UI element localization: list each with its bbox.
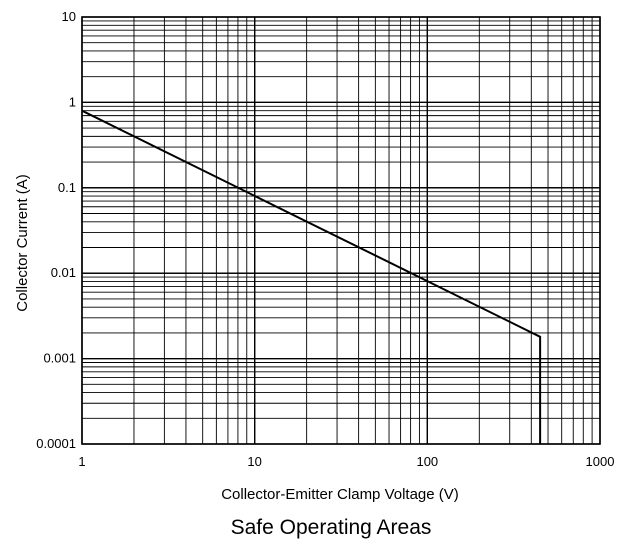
x-tick-label: 10 [247, 454, 261, 469]
x-tick-label: 100 [416, 454, 438, 469]
x-tick-labels: 1 10 100 1000 [78, 454, 614, 469]
grid-lines [81, 16, 601, 445]
y-tick-label: 0.001 [43, 351, 76, 366]
chart-title: Safe Operating Areas [231, 516, 432, 539]
y-tick-label: 1 [69, 94, 76, 109]
y-tick-label: 0.0001 [36, 436, 76, 451]
y-tick-label: 0.01 [51, 265, 76, 280]
y-tick-label: 10 [62, 9, 76, 24]
soa-boundary-line [81, 109, 542, 444]
x-axis-label: Collector-Emitter Clamp Voltage (V) [221, 486, 459, 503]
y-tick-label: 0.1 [58, 180, 76, 195]
series-group [81, 109, 542, 444]
y-axis-label: Collector Current (A) [14, 174, 31, 312]
x-tick-label: 1000 [586, 454, 615, 469]
x-tick-label: 1 [78, 454, 85, 469]
plot-frame [81, 16, 601, 445]
y-tick-labels: 0.0001 0.001 0.01 0.1 1 10 [36, 9, 76, 451]
